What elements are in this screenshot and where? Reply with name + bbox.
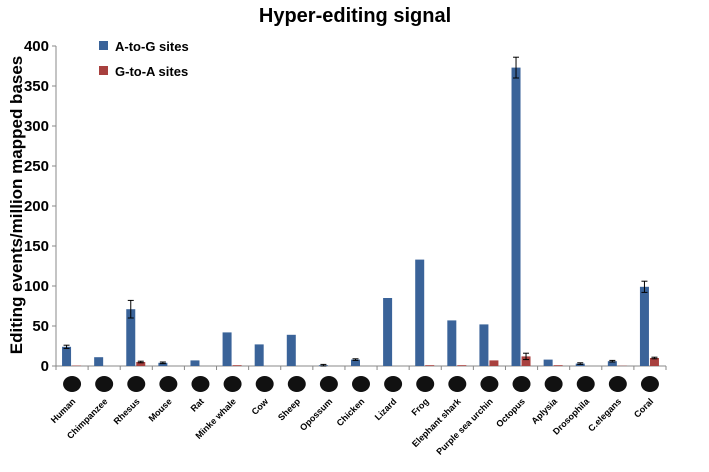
y-tick-label: 200 <box>24 198 49 215</box>
mouse-silhouette-icon <box>159 376 177 392</box>
chimpanzee-silhouette-icon <box>95 376 113 392</box>
frog-silhouette-icon <box>416 376 434 392</box>
bar-a-to-g <box>190 360 199 366</box>
bar-g-to-a <box>489 360 498 366</box>
bar-a-to-g <box>415 260 424 366</box>
bar-a-to-g <box>512 68 521 366</box>
legend-label-g-to-a: G-to-A sites <box>115 64 188 79</box>
legend-swatch-a-to-g <box>99 41 108 50</box>
x-tick-label: Purple sea urchin <box>434 396 494 456</box>
bar-a-to-g <box>479 324 488 366</box>
octopus-silhouette-icon <box>513 376 531 392</box>
x-tick-label: Octopus <box>494 396 527 429</box>
x-tick-label: Aplysia <box>529 396 559 426</box>
worm-silhouette-icon <box>609 376 627 392</box>
whale-silhouette-icon <box>224 376 242 392</box>
bar-g-to-a <box>554 365 563 366</box>
x-tick-label: Rhesus <box>112 396 142 426</box>
y-tick-label: 50 <box>32 318 49 335</box>
x-tick-label: C.elegans <box>586 396 623 433</box>
rat-silhouette-icon <box>191 376 209 392</box>
bar-a-to-g <box>223 332 232 366</box>
y-tick-label: 150 <box>24 238 49 255</box>
human-silhouette-icon <box>63 376 81 392</box>
axes: 0 50 100 150 200 250 300 350 400 <box>24 38 666 375</box>
bar-a-to-g <box>383 298 392 366</box>
opossum-silhouette-icon <box>320 376 338 392</box>
bar-a-to-g <box>640 287 649 366</box>
legend-swatch-g-to-a <box>99 66 108 75</box>
y-tick-label: 100 <box>24 278 49 295</box>
y-tick-label: 0 <box>41 358 49 375</box>
bar-g-to-a <box>457 365 466 366</box>
x-tick-label: Frog <box>409 396 430 417</box>
aplysia-silhouette-icon <box>545 376 563 392</box>
x-tick-label: Sheep <box>276 396 303 423</box>
sheep-silhouette-icon <box>288 376 306 392</box>
x-tick-label: Cow <box>250 396 271 417</box>
bar-a-to-g <box>62 347 71 366</box>
x-tick-label: Opossum <box>298 396 334 432</box>
lizard-silhouette-icon <box>384 376 402 392</box>
chart-title: Hyper-editing signal <box>259 5 451 27</box>
cow-silhouette-icon <box>256 376 274 392</box>
bar-g-to-a <box>233 365 242 366</box>
y-tick-label: 350 <box>24 78 49 95</box>
x-tick-label: Lizard <box>373 396 399 422</box>
rhesus-silhouette-icon <box>127 376 145 392</box>
legend: A-to-G sites G-to-A sites <box>99 39 189 79</box>
bar-a-to-g <box>544 360 553 366</box>
bar-a-to-g <box>447 320 456 366</box>
x-tick-label: Coral <box>632 396 655 419</box>
legend-label-a-to-g: A-to-G sites <box>115 39 189 54</box>
shark-silhouette-icon <box>448 376 466 392</box>
bars <box>62 57 659 366</box>
urchin-silhouette-icon <box>480 376 498 392</box>
x-tick-label: Rat <box>189 396 206 413</box>
y-tick-label: 300 <box>24 118 49 135</box>
coral-silhouette-icon <box>641 376 659 392</box>
y-tick-label: 250 <box>24 158 49 175</box>
bar-a-to-g <box>94 357 103 366</box>
x-tick-label: Mouse <box>147 396 174 423</box>
x-tick-label: Chicken <box>335 396 367 428</box>
chicken-silhouette-icon <box>352 376 370 392</box>
bar-g-to-a <box>425 365 434 366</box>
bar-a-to-g <box>287 335 296 366</box>
bar-a-to-g <box>255 344 264 366</box>
y-tick-label: 400 <box>24 38 49 55</box>
x-tick-label: Human <box>49 396 78 425</box>
drosophila-silhouette-icon <box>577 376 595 392</box>
